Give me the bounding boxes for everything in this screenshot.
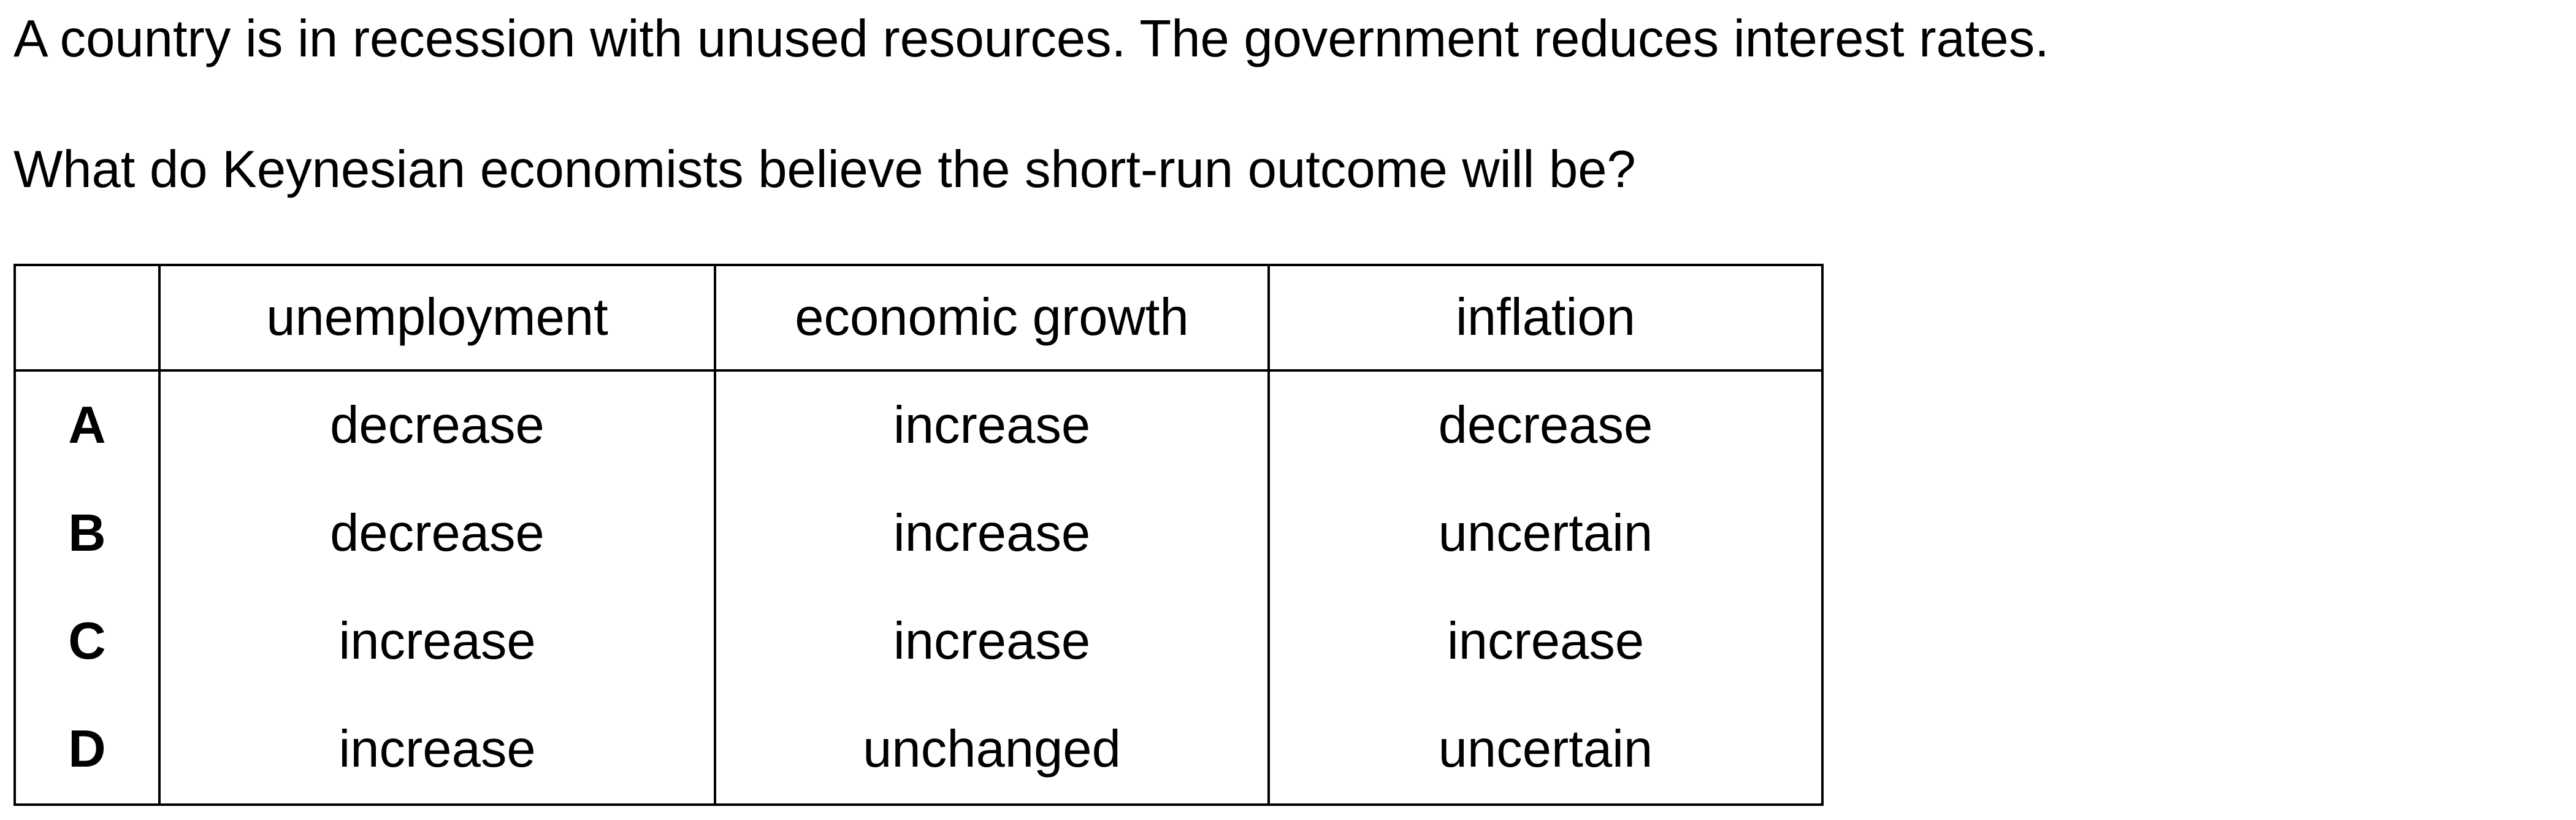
option-inflation: decrease — [1267, 370, 1824, 480]
option-row-a: A decrease increase decrease — [13, 370, 1824, 480]
header-blank — [13, 264, 161, 372]
option-row-c: C increase increase increase — [13, 588, 1824, 695]
answer-options-table: unemployment economic growth inflation A… — [13, 264, 1824, 806]
option-key: D — [13, 695, 161, 806]
question-stem: A country is in recession with unused re… — [13, 10, 2049, 68]
option-key: A — [13, 370, 161, 480]
header-inflation: inflation — [1267, 264, 1824, 372]
option-economic-growth: unchanged — [714, 695, 1270, 806]
option-inflation: uncertain — [1267, 480, 1824, 588]
table-header-row: unemployment economic growth inflation — [13, 264, 1824, 372]
header-unemployment: unemployment — [158, 264, 716, 372]
option-economic-growth: increase — [714, 370, 1270, 480]
option-unemployment: increase — [158, 695, 716, 806]
option-economic-growth: increase — [714, 588, 1270, 695]
option-unemployment: increase — [158, 588, 716, 695]
option-row-b: B decrease increase uncertain — [13, 480, 1824, 588]
header-economic-growth: economic growth — [714, 264, 1270, 372]
option-row-d: D increase unchanged uncertain — [13, 695, 1824, 806]
option-economic-growth: increase — [714, 480, 1270, 588]
option-unemployment: decrease — [158, 370, 716, 480]
option-key: B — [13, 480, 161, 588]
option-unemployment: decrease — [158, 480, 716, 588]
option-inflation: uncertain — [1267, 695, 1824, 806]
question-prompt: What do Keynesian economists believe the… — [13, 140, 1636, 199]
option-key: C — [13, 588, 161, 695]
option-inflation: increase — [1267, 588, 1824, 695]
